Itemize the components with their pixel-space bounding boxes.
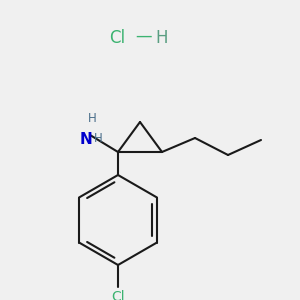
Text: Cl: Cl [109,29,125,47]
Text: H: H [155,29,167,47]
Text: H: H [88,112,96,125]
Text: —: — [135,27,152,45]
Text: N: N [80,131,92,146]
Text: Cl: Cl [111,290,125,300]
Text: H: H [94,131,102,145]
